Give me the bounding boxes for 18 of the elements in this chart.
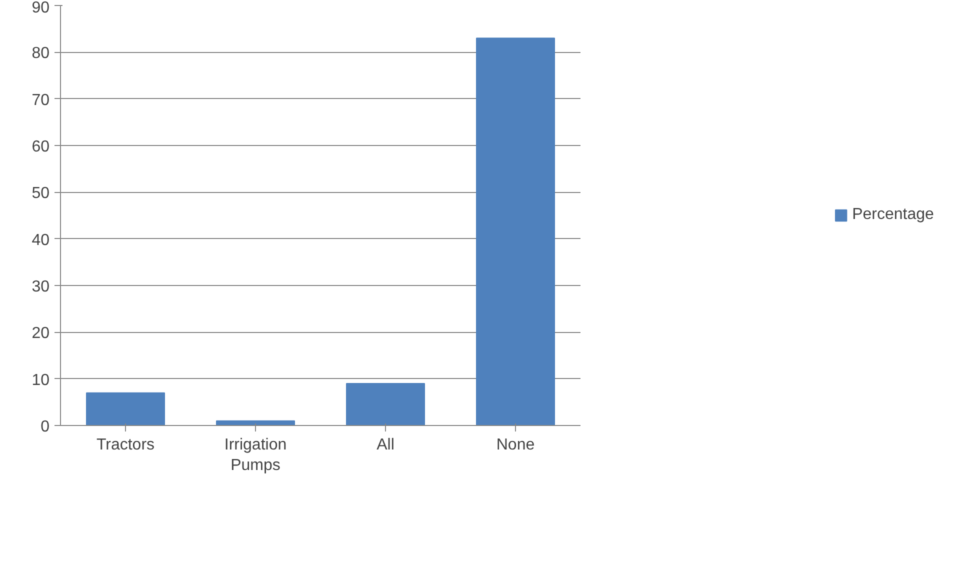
y-tick-label: 20 — [32, 325, 50, 342]
y-tick-label: 80 — [32, 45, 50, 62]
y-tick-label: 40 — [32, 232, 50, 249]
y-tick-label: 60 — [32, 138, 50, 156]
x-tick-label: Tractors — [96, 436, 155, 454]
y-tick-label: 50 — [32, 185, 50, 202]
y-tick-label: 10 — [32, 372, 50, 389]
x-tick-label: Irrigation Pumps — [224, 436, 287, 474]
y-tick-label: 70 — [32, 92, 50, 109]
bar — [346, 383, 425, 426]
x-tick-label: All — [376, 436, 394, 454]
y-tick-label: 30 — [32, 278, 50, 296]
legend-label: Percentage — [852, 206, 934, 224]
y-tick-label: 90 — [32, 0, 50, 16]
x-tick-label: None — [496, 436, 535, 454]
y-tick-label: 0 — [40, 418, 50, 436]
bar — [86, 392, 165, 426]
bar — [476, 38, 555, 426]
